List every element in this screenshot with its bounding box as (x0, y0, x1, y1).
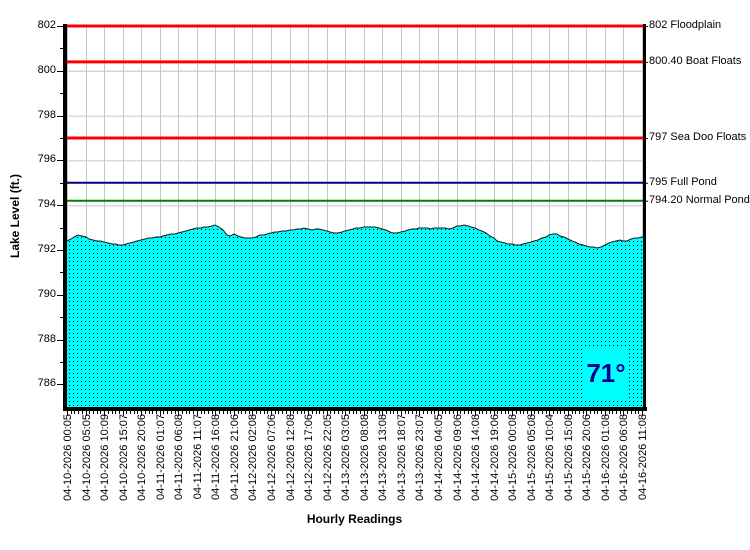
x-tick-label: 04-15-2026 20:06 (581, 414, 593, 501)
x-tick-label: 04-12-2026 12:08 (285, 414, 297, 501)
x-tick-label: 04-14-2026 19:06 (489, 414, 501, 501)
x-tick-label: 04-15-2026 00:08 (507, 414, 519, 501)
x-tick-label: 04-11-2026 21:06 (229, 414, 241, 501)
ref-line-label-normal-pond: 794.20 Normal Pond (649, 194, 750, 206)
x-tick-label: 04-13-2026 13:08 (377, 414, 389, 501)
y-tick-label: 788 (37, 332, 56, 345)
x-tick-label: 04-16-2026 01:08 (600, 414, 612, 501)
y-tick-label: 802 (37, 19, 56, 31)
lake-level-curve (66, 224, 643, 249)
x-tick-label: 04-10-2026 10:09 (99, 414, 111, 501)
x-tick-label: 04-16-2026 11:08 (637, 414, 649, 501)
ref-line-label-seadoo-floats: 797 Sea Doo Floats (649, 131, 747, 143)
temperature-badge: 71° (583, 349, 629, 398)
y-axis-title: Lake Level (ft.) (8, 173, 22, 259)
x-axis-title: Hourly Readings (306, 512, 403, 526)
x-tick-label: 04-11-2026 01:07 (155, 414, 167, 501)
y-tick-label: 786 (37, 377, 56, 390)
x-tick-label: 04-12-2026 17:06 (303, 414, 315, 501)
x-tick-label: 04-10-2026 05:05 (81, 414, 93, 501)
x-tick-label: 04-13-2026 18:07 (396, 414, 408, 501)
x-tick-label: 04-10-2026 00:05 (62, 414, 74, 501)
ref-line-label-full-pond: 795 Full Pond (649, 176, 717, 188)
x-tick-label: 04-14-2026 09:06 (452, 414, 464, 501)
x-tick-label: 04-13-2026 03:05 (340, 414, 352, 501)
y-tick-label: 794 (37, 198, 56, 211)
y-tick-label: 790 (37, 287, 56, 300)
x-tick-label: 04-14-2026 04:05 (433, 414, 445, 501)
lake-level-area (66, 225, 643, 407)
x-tick-label: 04-13-2026 23:07 (414, 414, 426, 501)
x-axis-spine (63, 407, 647, 411)
x-tick-label: 04-16-2026 06:08 (618, 414, 630, 501)
y-tick-label: 792 (37, 243, 56, 255)
x-tick-label: 04-12-2026 02:08 (247, 414, 259, 501)
x-tick-label: 04-15-2026 10:04 (544, 414, 556, 501)
ref-line-label-floodplain: 802 Floodplain (649, 19, 722, 31)
y-axis-spine (63, 24, 67, 411)
x-tick-label: 04-10-2026 15:07 (118, 414, 130, 501)
x-tick-label: 04-12-2026 07:06 (266, 414, 278, 501)
x-tick-label: 04-12-2026 22:05 (322, 414, 334, 501)
x-tick-label: 04-15-2026 15:08 (563, 414, 575, 501)
y-tick-label: 796 (37, 153, 56, 166)
x-tick-label: 04-11-2026 06:08 (173, 414, 185, 501)
x-tick-label: 04-11-2026 16:08 (210, 414, 222, 501)
x-tick-label: 04-15-2026 05:08 (526, 414, 538, 501)
ref-line-label-boat-floats: 800.40 Boat Floats (649, 55, 742, 67)
x-tick-label: 04-11-2026 11:07 (192, 414, 204, 500)
x-tick-label: 04-13-2026 08:08 (359, 414, 371, 501)
right-border-spine (643, 24, 646, 411)
x-tick-label: 04-14-2026 14:08 (470, 414, 482, 501)
y-tick-label: 798 (37, 108, 56, 121)
x-tick-label: 04-10-2026 20:06 (136, 414, 148, 501)
y-tick-label: 800 (37, 63, 56, 76)
